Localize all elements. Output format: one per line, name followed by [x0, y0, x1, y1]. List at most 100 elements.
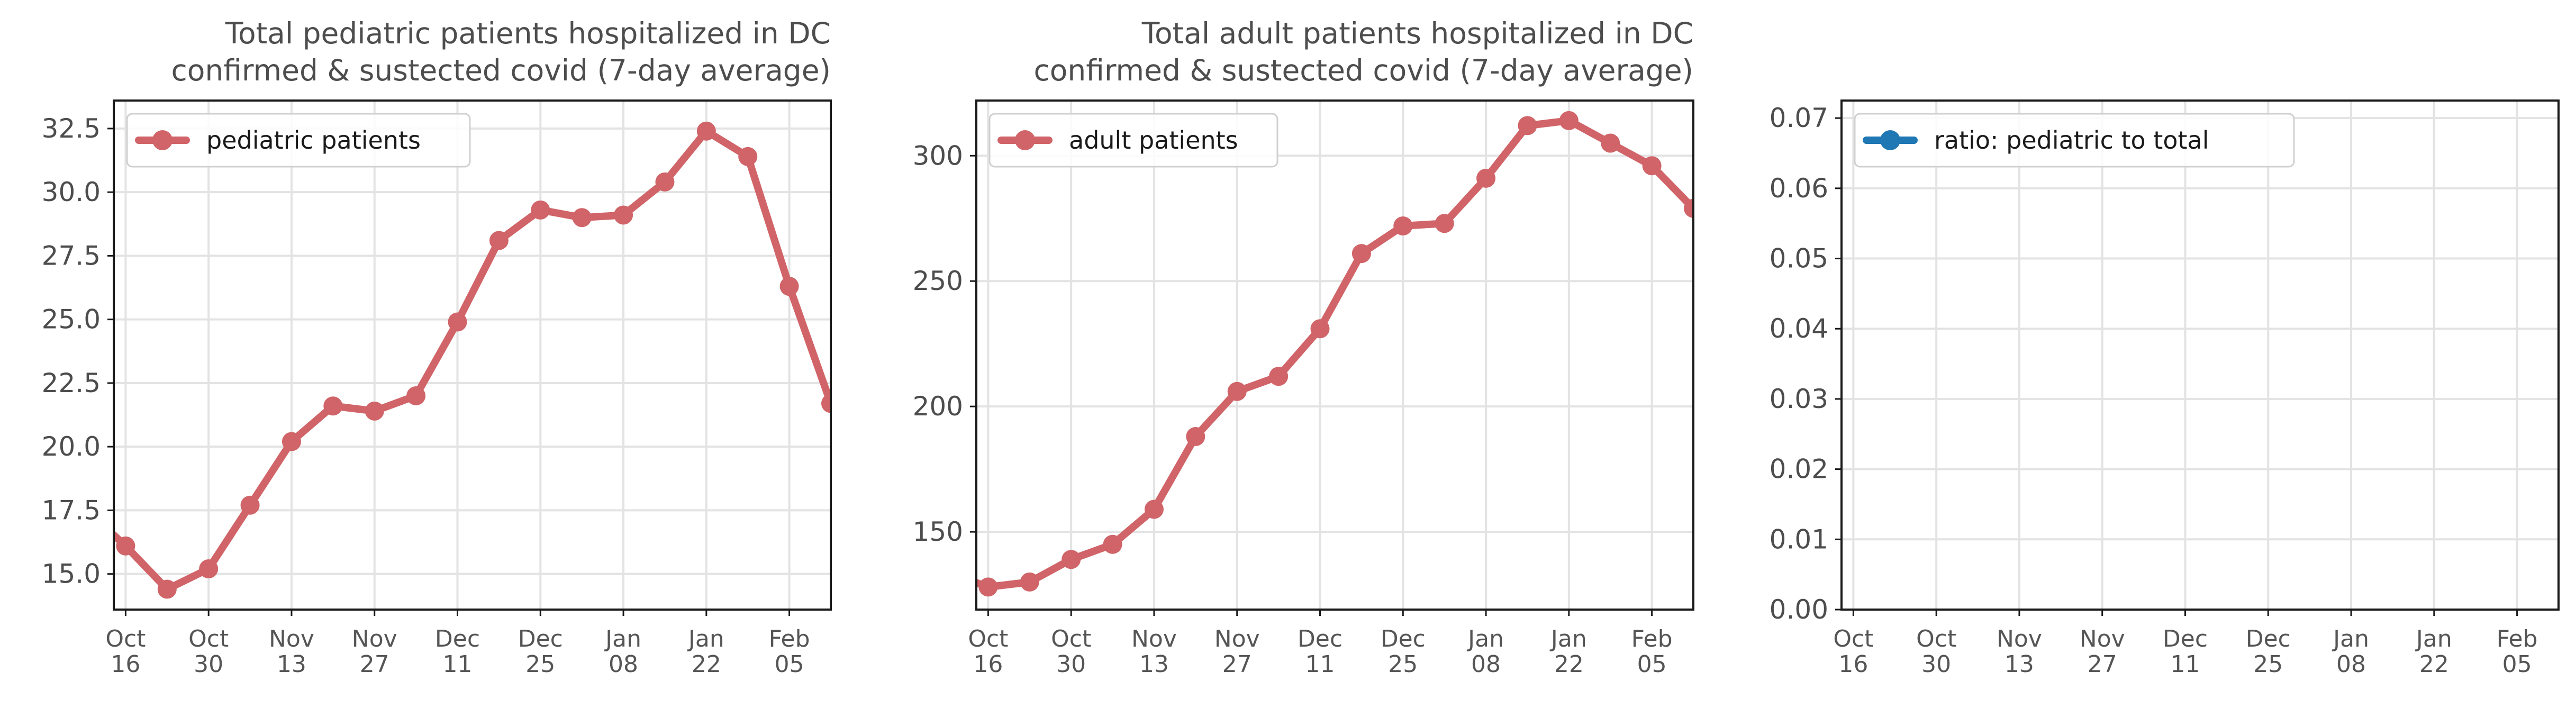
pediatric-axes-frame [113, 99, 832, 611]
ratio-y-tick-label: 0.06 [1770, 173, 1828, 204]
ratio-y-tick-label: 0.02 [1770, 454, 1828, 485]
adult-data-point [1062, 550, 1081, 569]
ratio-x-tick-day: 08 [2336, 651, 2366, 678]
pediatric-data-group [114, 121, 831, 599]
pediatric-data-point [199, 559, 219, 579]
pediatric-x-tick-day: 30 [194, 651, 223, 678]
adult-data-point [1144, 500, 1164, 519]
pediatric-y-tick-label: 30.0 [42, 177, 101, 207]
pediatric-data-point [738, 147, 758, 166]
pediatric-x-tick-day: 27 [360, 651, 389, 678]
adult-x-tick-label: Nov 13 [1131, 625, 1177, 678]
ratio-x-tick-month: Nov [1997, 625, 2042, 652]
pediatric-data-point [406, 386, 426, 405]
adult-data-point [1642, 156, 1662, 176]
adult-title-line-2: confirmed & sustected covid (7-day avera… [1034, 53, 1694, 87]
ratio-x-tick-month: Nov [2080, 625, 2125, 652]
pediatric-x-tick-month: Dec [518, 625, 563, 652]
adult-x-tick-day: 16 [973, 651, 1003, 678]
pediatric-y-tick-label: 17.5 [42, 495, 101, 525]
pediatric-y-tick-label: 20.0 [42, 431, 101, 462]
pediatric-x-tick-month: Nov [352, 625, 397, 652]
pediatric-x-tick-day: 13 [277, 651, 306, 678]
adult-x-tick-day: 27 [1222, 651, 1252, 678]
adult-data-point [1559, 111, 1579, 130]
pediatric-x-tick-label: Dec 11 [435, 625, 480, 678]
ratio-x-tick-month: Dec [2163, 625, 2208, 652]
adult-x-tick-day: 22 [1554, 651, 1584, 678]
pediatric-x-tick-month: Dec [435, 625, 480, 652]
pediatric-y-tick-label: 22.5 [42, 368, 101, 398]
adult-legend-box [988, 113, 1278, 168]
adult-x-tick-label: Oct 30 [1051, 625, 1091, 678]
pediatric-legend-label: pediatric patients [206, 126, 421, 155]
pediatric-data-point [282, 432, 301, 451]
adult-y-tick-label: 250 [913, 266, 963, 296]
adult-data-point [1103, 534, 1122, 554]
pediatric-legend: pediatric patients [126, 113, 471, 168]
ratio-x-tick-day: 13 [2004, 651, 2034, 678]
adult-x-tick-month: Nov [1131, 625, 1177, 652]
pediatric-data-point [323, 396, 343, 416]
adult-x-tick-day: 05 [1637, 651, 1667, 678]
pediatric-title-line-2: confirmed & sustected covid (7-day avera… [171, 53, 831, 87]
pediatric-data-point [448, 312, 467, 332]
ratio-x-tick-month: Oct [1916, 625, 1956, 652]
adult-data-point [1310, 319, 1330, 339]
ratio-x-tick-day: 25 [2253, 651, 2283, 678]
ratio-x-tick-label: Dec 25 [2246, 625, 2291, 678]
adult-y-tick-label: 200 [913, 391, 963, 422]
ratio-x-tick-label: Nov 27 [2080, 625, 2125, 678]
ratio-x-tick-month: Oct [1833, 625, 1873, 652]
ratio-legend-label: ratio: pediatric to total [1934, 126, 2209, 155]
ratio-legend-box [1854, 113, 2295, 168]
ratio-legend-marker [1880, 130, 1900, 150]
ratio-x-tick-month: Feb [2497, 625, 2538, 652]
adult-x-tick-label: Feb 05 [1631, 625, 1673, 678]
adult-x-tick-day: 11 [1305, 651, 1335, 678]
adult-data-point [1435, 214, 1454, 233]
ratio-x-tick-label: Oct 30 [1916, 625, 1956, 678]
ratio-y-tick-label: 0.00 [1770, 594, 1828, 625]
pediatric-x-tick-day: 22 [692, 651, 721, 678]
adult-x-tick-month: Nov [1214, 625, 1260, 652]
ratio-x-tick-label: Nov 13 [1997, 625, 2042, 678]
adult-x-tick-label: Nov 27 [1214, 625, 1260, 678]
adult-x-tick-month: Jan [1549, 625, 1587, 652]
adult-x-tick-label: Dec 25 [1381, 625, 1426, 678]
pediatric-data-point [116, 536, 135, 556]
ratio-y-tick-label: 0.04 [1770, 313, 1828, 344]
adult-x-tick-label: Jan 08 [1466, 625, 1504, 678]
adult-x-tick-month: Oct [968, 625, 1008, 652]
adult-data-point [1352, 244, 1371, 264]
pediatric-legend-marker [152, 130, 173, 150]
ratio-y-tick-label: 0.01 [1770, 524, 1828, 555]
adult-data-point [1020, 572, 1039, 592]
adult-x-tick-day: 25 [1388, 651, 1418, 678]
ratio-x-tick-month: Jan [2415, 625, 2452, 652]
adult-data-point [1393, 216, 1413, 235]
ratio-y-tick-label: 0.07 [1770, 103, 1828, 133]
pediatric-data-point [240, 495, 260, 515]
adult-data-point [978, 577, 998, 597]
adult-title-line-1: Total adult patients hospitalized in DC [1141, 16, 1693, 50]
ratio-x-tick-day: 30 [1921, 651, 1951, 678]
adult-legend-label: adult patients [1069, 126, 1238, 155]
ratio-x-tick-day: 05 [2502, 651, 2532, 678]
ratio-x-tick-label: Jan 08 [2332, 625, 2369, 678]
ratio-y-tick-label: 0.03 [1770, 384, 1828, 414]
pediatric-data-point [157, 579, 177, 599]
ratio-x-tick-day: 16 [1838, 651, 1868, 678]
adult-x-tick-day: 30 [1056, 651, 1086, 678]
adult-x-tick-day: 13 [1139, 651, 1169, 678]
pediatric-x-tick-label: Jan 08 [604, 625, 641, 678]
pediatric-x-tick-day: 25 [525, 651, 555, 678]
pediatric-legend-box [126, 113, 471, 168]
pediatric-x-tick-day: 11 [443, 651, 473, 678]
ratio-x-tick-label: Feb 05 [2497, 625, 2538, 678]
pediatric-y-tick-label: 32.5 [42, 113, 101, 144]
ratio-y-tick-label: 0.05 [1770, 243, 1828, 274]
